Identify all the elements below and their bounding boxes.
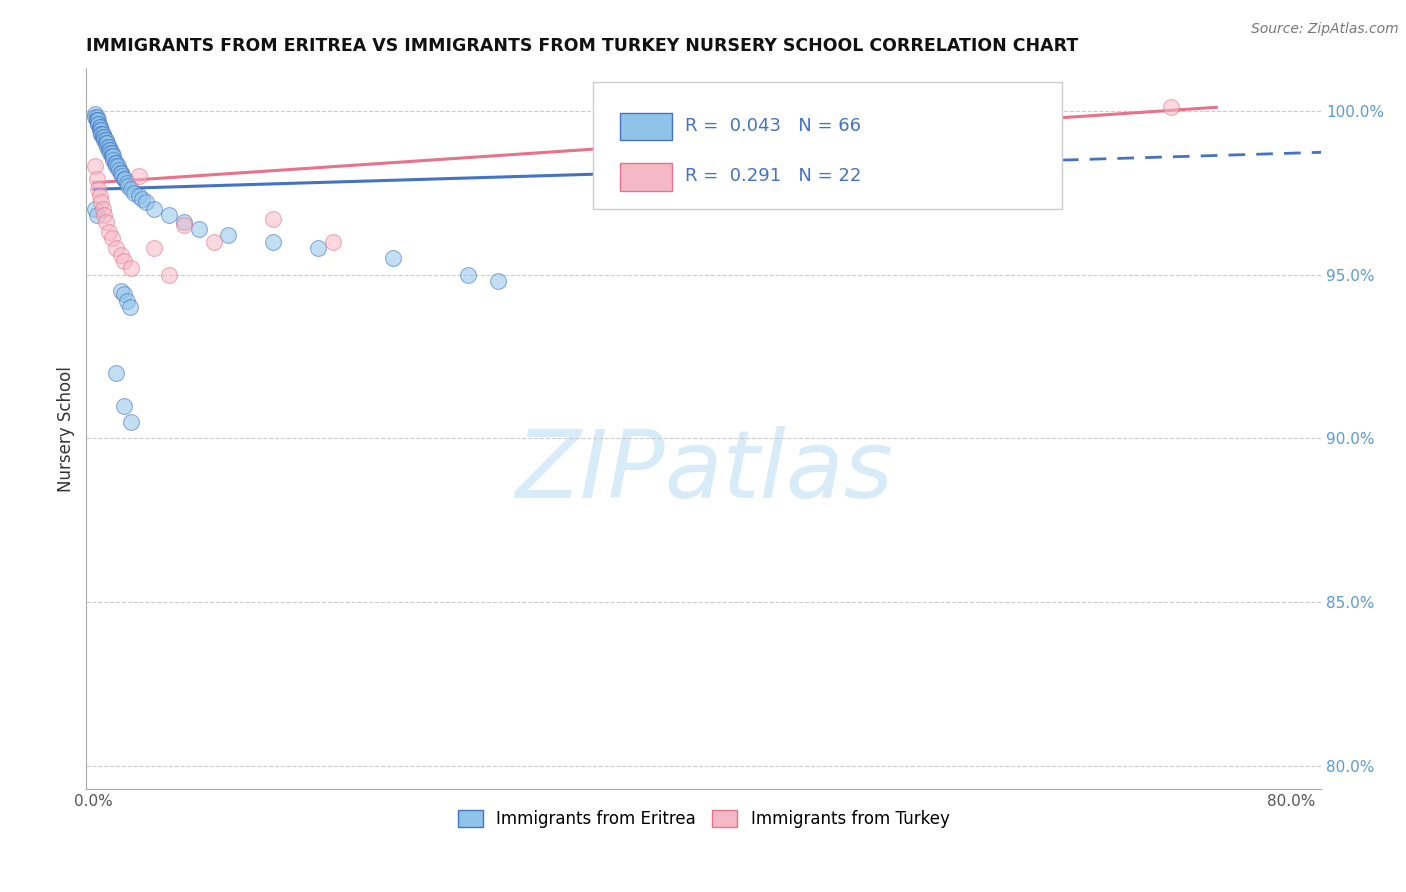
- Point: [90, 127, 112, 141]
- Point: [86, 110, 108, 124]
- Point: [94, 133, 117, 147]
- Point: [84, 159, 107, 173]
- Point: [120, 182, 142, 196]
- Point: [87, 117, 110, 131]
- Point: [94, 136, 117, 151]
- Point: [1160, 100, 1182, 114]
- Point: [100, 146, 122, 161]
- Point: [90, 127, 112, 141]
- Text: R =  0.291   N = 22: R = 0.291 N = 22: [685, 167, 862, 186]
- Point: [135, 195, 157, 210]
- Point: [110, 166, 132, 180]
- Text: R =  0.043   N = 66: R = 0.043 N = 66: [685, 117, 862, 135]
- Point: [457, 268, 479, 282]
- FancyBboxPatch shape: [592, 82, 1062, 209]
- Point: [202, 235, 225, 249]
- Point: [142, 241, 165, 255]
- Point: [87, 182, 110, 196]
- Point: [115, 293, 138, 308]
- Point: [111, 169, 134, 183]
- Point: [103, 149, 125, 163]
- Point: [110, 248, 132, 262]
- Point: [115, 176, 138, 190]
- Point: [322, 235, 344, 249]
- Point: [112, 399, 135, 413]
- Point: [486, 274, 509, 288]
- Point: [97, 225, 120, 239]
- Point: [89, 120, 111, 134]
- Point: [118, 300, 141, 314]
- Point: [94, 215, 117, 229]
- Point: [110, 166, 132, 180]
- Point: [84, 110, 107, 124]
- Point: [107, 159, 129, 173]
- Point: [100, 231, 122, 245]
- Point: [86, 113, 108, 128]
- Point: [90, 195, 112, 210]
- Point: [98, 143, 121, 157]
- Point: [97, 139, 120, 153]
- Point: [131, 192, 153, 206]
- Point: [117, 179, 139, 194]
- Point: [112, 172, 135, 186]
- Point: [87, 117, 110, 131]
- Bar: [620, 163, 672, 191]
- Point: [122, 186, 145, 200]
- Legend: Immigrants from Eritrea, Immigrants from Turkey: Immigrants from Eritrea, Immigrants from…: [451, 804, 956, 835]
- Bar: [620, 112, 672, 140]
- Point: [96, 136, 118, 151]
- Point: [105, 366, 128, 380]
- Point: [120, 260, 142, 275]
- Point: [87, 113, 110, 128]
- Point: [142, 202, 165, 216]
- Point: [218, 228, 240, 243]
- Text: Source: ZipAtlas.com: Source: ZipAtlas.com: [1251, 22, 1399, 37]
- Point: [91, 127, 114, 141]
- Point: [86, 209, 108, 223]
- Point: [105, 159, 128, 173]
- Point: [90, 123, 112, 137]
- Point: [98, 146, 121, 161]
- Point: [86, 172, 108, 186]
- Text: IMMIGRANTS FROM ERITREA VS IMMIGRANTS FROM TURKEY NURSERY SCHOOL CORRELATION CHA: IMMIGRANTS FROM ERITREA VS IMMIGRANTS FR…: [86, 37, 1078, 55]
- Point: [96, 139, 118, 153]
- Point: [91, 129, 114, 144]
- Point: [120, 415, 142, 429]
- Point: [110, 284, 132, 298]
- Point: [91, 202, 114, 216]
- Point: [173, 219, 195, 233]
- Point: [100, 149, 122, 163]
- Point: [262, 235, 284, 249]
- Point: [112, 287, 135, 301]
- Point: [187, 221, 209, 235]
- Text: ZIPatlas: ZIPatlas: [515, 426, 893, 517]
- Point: [104, 156, 127, 170]
- Point: [84, 202, 107, 216]
- Point: [157, 209, 180, 223]
- Point: [114, 172, 136, 186]
- Point: [89, 123, 111, 137]
- Point: [93, 209, 115, 223]
- Point: [262, 211, 284, 226]
- Point: [89, 189, 111, 203]
- Point: [105, 156, 128, 170]
- Y-axis label: Nursery School: Nursery School: [58, 366, 75, 491]
- Point: [103, 153, 125, 167]
- Point: [93, 133, 115, 147]
- Point: [108, 162, 131, 177]
- Point: [89, 120, 111, 134]
- Point: [84, 107, 107, 121]
- Point: [112, 254, 135, 268]
- Point: [173, 215, 195, 229]
- Point: [128, 169, 150, 183]
- Point: [382, 251, 405, 265]
- Point: [128, 189, 150, 203]
- Point: [307, 241, 329, 255]
- Point: [157, 268, 180, 282]
- Point: [93, 129, 115, 144]
- Point: [105, 241, 128, 255]
- Point: [86, 113, 108, 128]
- Point: [97, 143, 120, 157]
